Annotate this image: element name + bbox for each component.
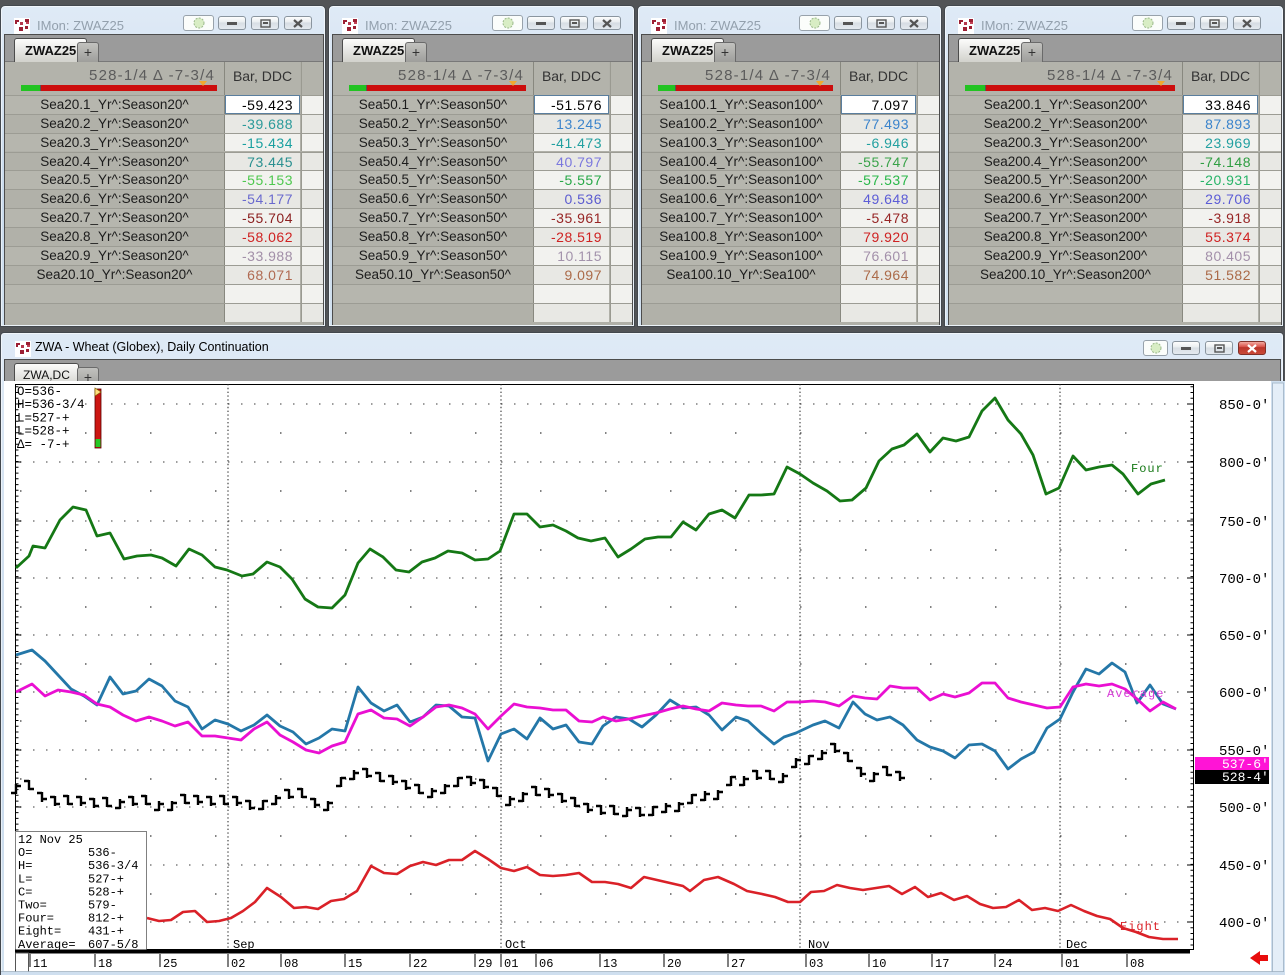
svg-text:08: 08 [1130,957,1144,971]
svg-text:500-0': 500-0' [1219,801,1269,817]
svg-text:Nov: Nov [808,938,830,952]
svg-text:Δ= -7-+: Δ= -7-+ [17,438,70,452]
svg-text:O=536-: O=536- [17,385,62,399]
svg-text:400-0': 400-0' [1219,916,1269,932]
svg-text:08: 08 [284,957,298,971]
svg-text:750-0': 750-0' [1219,515,1269,531]
svg-text:12 Nov 25: 12 Nov 25 [18,833,83,847]
svg-text:27: 27 [731,957,745,971]
svg-text:Four=: Four= [18,912,54,926]
svg-text:01: 01 [504,957,518,971]
svg-text:02: 02 [231,957,245,971]
svg-text:29: 29 [478,957,492,971]
svg-text:528-4': 528-4' [1222,770,1269,785]
svg-text:550-0': 550-0' [1219,744,1269,760]
svg-text:607-5/8: 607-5/8 [88,938,138,952]
svg-text:528-+: 528-+ [88,885,124,899]
svg-text:17: 17 [935,957,949,971]
svg-text:C=: C= [18,885,32,899]
svg-text:Dec: Dec [1066,938,1088,952]
svg-text:22: 22 [413,957,427,971]
svg-text:Four: Four [1131,462,1164,476]
svg-text:Eight=: Eight= [18,925,61,939]
svg-text:Average=: Average= [18,938,76,952]
svg-text:24: 24 [998,957,1012,971]
svg-text:15: 15 [348,957,362,971]
svg-text:527-+: 527-+ [88,872,124,886]
svg-text:812-+: 812-+ [88,912,124,926]
svg-text:579-: 579- [88,899,117,913]
svg-text:800-0': 800-0' [1219,456,1269,472]
svg-text:L=: L= [18,872,32,886]
svg-text:600-0': 600-0' [1219,686,1269,702]
svg-text:700-0': 700-0' [1219,572,1269,588]
svg-text:850-0': 850-0' [1219,398,1269,414]
svg-text:Eight: Eight [1120,920,1161,934]
svg-text:Two=: Two= [18,899,47,913]
svg-text:13: 13 [603,957,617,971]
svg-text:536-: 536- [88,846,117,860]
svg-text:537-6': 537-6' [1222,757,1269,772]
svg-text:Average: Average [1107,687,1164,701]
svg-text:650-0': 650-0' [1219,629,1269,645]
svg-text:H=536-3/4: H=536-3/4 [17,398,85,412]
svg-text:06: 06 [539,957,553,971]
svg-text:10: 10 [872,957,886,971]
svg-text:03: 03 [809,957,823,971]
svg-text:431-+: 431-+ [88,925,124,939]
svg-text:20: 20 [667,957,681,971]
svg-text:25: 25 [163,957,177,971]
svg-text:L=528-+: L=528-+ [17,425,70,439]
svg-text:Sep: Sep [233,938,255,952]
svg-text:L=527-+: L=527-+ [17,411,70,425]
svg-text:18: 18 [98,957,112,971]
svg-text:450-0': 450-0' [1219,859,1269,875]
svg-text:Oct: Oct [505,938,527,952]
svg-text:536-3/4: 536-3/4 [88,859,138,873]
svg-text:11: 11 [33,957,47,971]
svg-text:O=: O= [18,846,32,860]
svg-text:01: 01 [1065,957,1079,971]
svg-text:H=: H= [18,859,32,873]
